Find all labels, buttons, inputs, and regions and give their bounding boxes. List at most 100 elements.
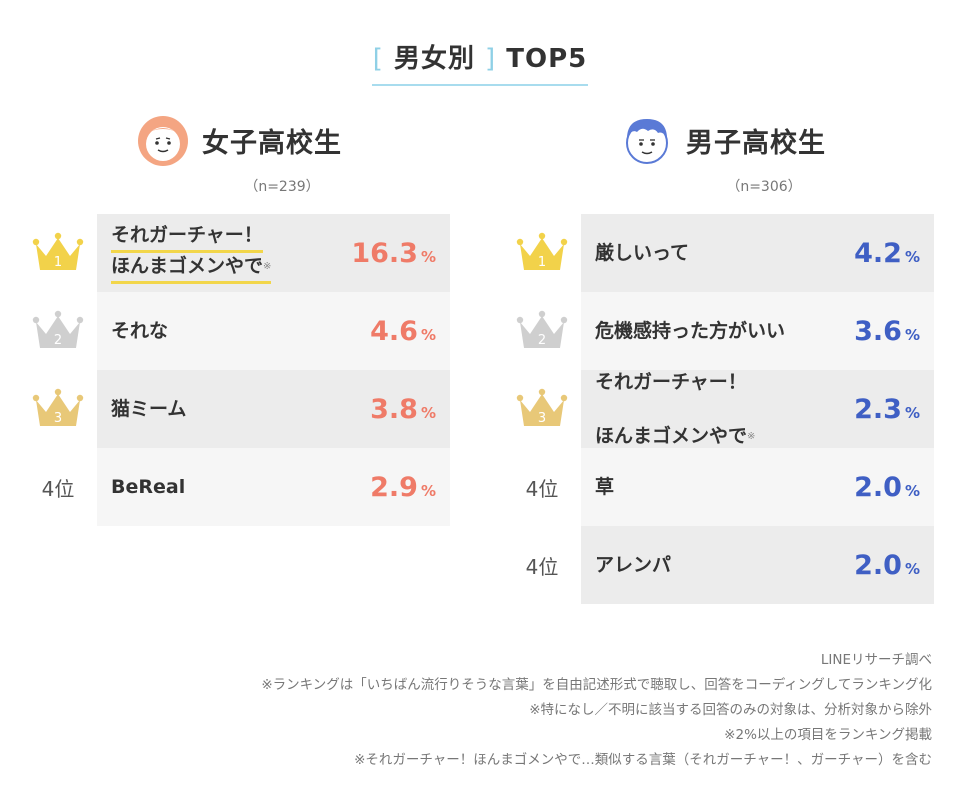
girls-sample-size: （n=239） <box>244 179 320 195</box>
percentage-value: 3.6 <box>854 315 902 347</box>
rank-text: 4位 <box>525 554 559 579</box>
rank-label: 4位 <box>504 448 580 526</box>
footnote-line: ※特になし／不明に該当する回答のみの対象は、分析対象から除外 <box>529 702 932 718</box>
rank-1-crown-icon: 1 <box>20 214 96 292</box>
item-label-line: 厳しいって <box>595 241 690 264</box>
item-label-line: 危機感持った方がいい <box>595 319 786 342</box>
item-label: 厳しいって <box>595 240 689 267</box>
ranking-cell: アレンパ 2.0% <box>581 526 934 604</box>
ranking-row: 2 危機感持った方がいい 3.6% <box>504 292 934 370</box>
item-label-line: それガーチャー！ <box>595 370 747 393</box>
item-percentage: 3.6% <box>854 316 920 347</box>
percentage-unit: % <box>904 481 920 500</box>
girls-ranking-list: 1 それガーチャー！ ほんまゴメンやで※ 16.3% 2 それな 4.6% 3 猫ミーム 3.8%… <box>20 214 450 526</box>
ranking-cell: 危機感持った方がいい 3.6% <box>581 292 934 370</box>
ranking-row: 2 それな 4.6% <box>20 292 450 370</box>
item-label-line: ほんまゴメンやで※ <box>595 424 756 447</box>
percentage-value: 3.8 <box>370 393 418 425</box>
item-label: 猫ミーム <box>111 396 186 423</box>
ranking-row: 3 それガーチャー！ ほんまゴメンやで※ 2.3% <box>504 370 934 448</box>
crown-icon: 1 <box>516 232 568 270</box>
item-label: 危機感持った方がいい <box>595 318 785 345</box>
rank-text: 4位 <box>525 476 559 501</box>
svg-text:3: 3 <box>538 411 546 426</box>
percentage-value: 4.6 <box>370 315 418 347</box>
rank-label: 4位 <box>20 448 96 526</box>
item-percentage: 16.3% <box>351 238 436 269</box>
item-label-line: それガーチャー！ <box>111 222 263 253</box>
title-suffix: TOP5 <box>506 44 588 74</box>
item-label: アレンパ <box>595 552 671 579</box>
footnote-line: ※ランキングは「いちばん流行りそうな言葉」を自由記述形式で聴取し、回答をコーディ… <box>261 677 932 693</box>
percentage-value: 16.3 <box>351 237 418 269</box>
item-label-line: ほんまゴメンやで※ <box>111 253 272 284</box>
item-label: BeReal <box>111 474 185 501</box>
footnote-line: LINEリサーチ調べ <box>820 652 932 668</box>
percentage-unit: % <box>904 325 920 344</box>
item-percentage: 2.0% <box>854 472 920 503</box>
percentage-value: 2.3 <box>854 393 902 425</box>
ranking-cell: BeReal 2.9% <box>97 448 450 526</box>
boys-group-header: 男子高校生 <box>620 110 826 170</box>
item-percentage: 4.6% <box>370 316 436 347</box>
ranking-row: 1 それガーチャー！ ほんまゴメンやで※ 16.3% <box>20 214 450 292</box>
svg-text:1: 1 <box>54 255 62 270</box>
ranking-row: 4位 草 2.0% <box>504 448 934 526</box>
percentage-unit: % <box>904 403 920 422</box>
girls-group-header: 女子高校生 <box>136 110 342 170</box>
item-label: それガーチャー！ ほんまゴメンやで※ <box>595 369 755 450</box>
percentage-value: 4.2 <box>854 237 902 269</box>
ranking-row: 3 猫ミーム 3.8% <box>20 370 450 448</box>
boys-ranking-list: 1 厳しいって 4.2% 2 危機感持った方がいい 3.6% 3 それガーチャー！ ほんまゴメン… <box>504 214 934 604</box>
item-label: それガーチャー！ ほんまゴメンやで※ <box>111 222 272 284</box>
svg-text:3: 3 <box>54 411 62 426</box>
item-label: それな <box>111 318 168 345</box>
crown-icon: 3 <box>32 388 84 426</box>
item-label-line: BeReal <box>111 475 186 498</box>
percentage-value: 2.9 <box>370 471 418 503</box>
page-title: [ 男女別 ] TOP5 <box>372 38 588 75</box>
footnotes: LINEリサーチ調べ ※ランキングは「いちばん流行りそうな言葉」を自由記述形式で聴… <box>172 648 932 773</box>
svg-text:1: 1 <box>538 255 546 270</box>
girl-face-icon <box>138 116 188 166</box>
ranking-cell: それガーチャー！ ほんまゴメンやで※ 2.3% <box>581 370 934 448</box>
rank-label: 4位 <box>504 526 580 604</box>
percentage-unit: % <box>420 403 436 422</box>
crown-icon: 1 <box>32 232 84 270</box>
percentage-unit: % <box>904 559 920 578</box>
item-label: 草 <box>595 474 614 501</box>
title-bracket-open: [ <box>372 44 384 74</box>
item-label-line: 猫ミーム <box>111 397 187 420</box>
crown-icon: 2 <box>32 310 84 348</box>
rank-1-crown-icon: 1 <box>504 214 580 292</box>
item-percentage: 2.0% <box>854 550 920 581</box>
percentage-unit: % <box>904 247 920 266</box>
footnote-line: ※2%以上の項目をランキング掲載 <box>724 727 932 743</box>
svg-text:2: 2 <box>538 333 546 348</box>
item-label-line: 草 <box>595 475 615 498</box>
title-underline <box>372 84 588 86</box>
footnote-line: ※それガーチャー！ほんまゴメンやで…類似する言葉（それガーチャー！、ガーチャー）… <box>354 752 932 768</box>
percentage-unit: % <box>420 325 436 344</box>
ranking-row: 1 厳しいって 4.2% <box>504 214 934 292</box>
ranking-row: 4位 アレンパ 2.0% <box>504 526 934 604</box>
rank-text: 4位 <box>41 476 75 501</box>
item-percentage: 2.9% <box>370 472 436 503</box>
crown-icon: 2 <box>516 310 568 348</box>
item-percentage: 3.8% <box>370 394 436 425</box>
crown-icon: 3 <box>516 388 568 426</box>
item-percentage: 2.3% <box>854 394 920 425</box>
boys-sample-size: （n=306） <box>726 179 802 195</box>
ranking-cell: それガーチャー！ ほんまゴメンやで※ 16.3% <box>97 214 450 292</box>
title-main: 男女別 <box>393 44 475 74</box>
title-bracket-close: ] <box>485 44 497 74</box>
percentage-unit: % <box>420 481 436 500</box>
svg-text:2: 2 <box>54 333 62 348</box>
rank-3-crown-icon: 3 <box>20 370 96 448</box>
ranking-row: 4位 BeReal 2.9% <box>20 448 450 526</box>
ranking-cell: それな 4.6% <box>97 292 450 370</box>
item-label-line: それな <box>111 319 169 342</box>
item-label-line: アレンパ <box>595 553 672 576</box>
boys-group-title: 男子高校生 <box>686 127 826 159</box>
rank-2-crown-icon: 2 <box>504 292 580 370</box>
